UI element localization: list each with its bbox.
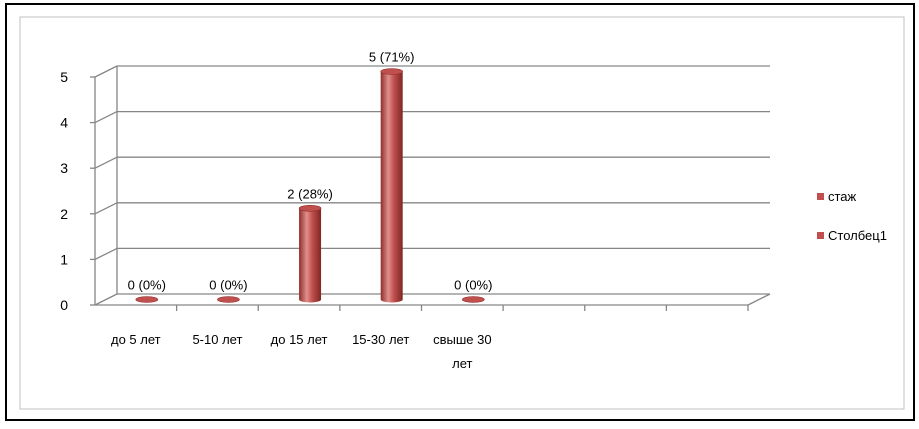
axes <box>90 66 771 311</box>
data-label: 5 (71%) <box>369 50 415 65</box>
x-tick-labels: до 5 лет 5-10 лет до 15 лет 15-30 лет свыше … <box>111 332 492 371</box>
x-tick-label: 5-10 лет <box>192 332 242 347</box>
data-label: 0 (0%) <box>128 278 166 293</box>
y-tick-label: 3 <box>60 160 68 176</box>
floor-right-edge <box>747 293 771 306</box>
bar <box>217 296 240 303</box>
data-label: 0 (0%) <box>209 278 247 293</box>
gridline-side <box>94 293 118 306</box>
bar-zero-disc <box>135 296 159 303</box>
data-label: 2 (28%) <box>287 186 333 201</box>
gridline-side <box>94 111 118 124</box>
y-tick-label: 2 <box>60 206 68 222</box>
bar <box>298 205 322 303</box>
bar <box>380 68 403 303</box>
bars <box>135 68 485 303</box>
y-tick-label: 5 <box>60 69 68 85</box>
bar <box>462 296 485 303</box>
bar <box>135 296 159 303</box>
x-tick-label: свыше 30 лет <box>433 332 491 371</box>
legend-label-stazh: стаж <box>828 189 857 204</box>
x-tick-label: до 5 лет <box>111 332 161 347</box>
data-labels: 0 (0%) 0 (0%) 2 (28%) 5 (71%) 0 (0%) <box>128 50 493 293</box>
y-tick-label: 4 <box>60 115 68 131</box>
gridline-side <box>94 247 118 260</box>
gridline-side <box>94 65 118 78</box>
bar-zero-disc <box>217 296 240 303</box>
bar-body <box>299 208 322 303</box>
gridlines <box>94 65 770 306</box>
gridline-side <box>94 202 118 215</box>
legend: стаж Столбец1 <box>817 189 887 243</box>
chart-area-border <box>19 16 905 410</box>
x-tick-label: 15-30 лет <box>352 332 409 347</box>
legend-label-stolbets1: Столбец1 <box>828 228 887 243</box>
bar-top <box>298 205 322 212</box>
y-tick-label: 0 <box>60 297 68 313</box>
bar-body <box>380 71 403 303</box>
outer-frame <box>5 3 915 421</box>
legend-swatch-stolbets1 <box>817 232 824 239</box>
bar-top <box>380 68 403 75</box>
y-tick-label: 1 <box>60 251 68 267</box>
y-tick-labels: 0 1 2 3 4 5 <box>60 69 68 313</box>
bar-zero-disc <box>462 296 485 303</box>
x-tick-label: до 15 лет <box>271 332 328 347</box>
data-label: 0 (0%) <box>454 278 492 293</box>
gridline-side <box>94 156 118 169</box>
legend-swatch-stazh <box>817 193 824 200</box>
